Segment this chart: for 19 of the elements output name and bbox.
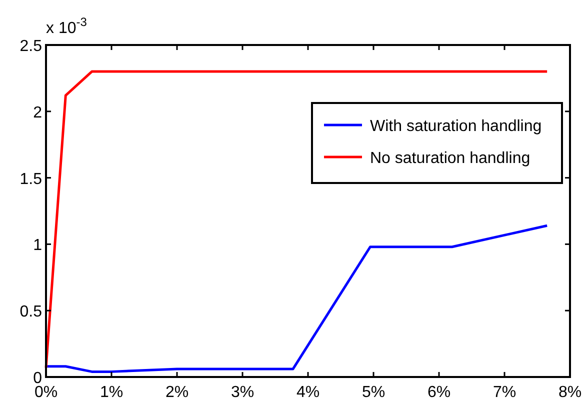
x-tick-label: 3% bbox=[230, 384, 254, 401]
legend-label: No saturation handling bbox=[370, 150, 530, 167]
text: x 10$^{-3}$ bbox=[46, 15, 88, 37]
x-tick-label: 5% bbox=[362, 384, 386, 401]
y-tick-label: 1 bbox=[33, 237, 42, 254]
legend-label: With saturation handling bbox=[370, 118, 542, 135]
y-tick-label: 1.5 bbox=[20, 170, 42, 188]
line-series bbox=[44, 224, 548, 373]
x-tick-label: 0% bbox=[34, 384, 58, 401]
x-tick-label: 7% bbox=[492, 384, 516, 401]
y-tick-label: 0 bbox=[33, 370, 42, 387]
y-tick-label: 2.5 bbox=[20, 38, 42, 55]
x-tick-label: 4% bbox=[296, 384, 320, 401]
x-tick-label: 8% bbox=[558, 384, 582, 401]
y-tick-label: 0.5 bbox=[20, 304, 42, 321]
x-tick-label: 6% bbox=[427, 384, 451, 401]
x-tick-label: 1% bbox=[100, 384, 124, 401]
y-tick-label: 2 bbox=[33, 104, 42, 122]
x-tick-label: 2% bbox=[165, 384, 189, 401]
